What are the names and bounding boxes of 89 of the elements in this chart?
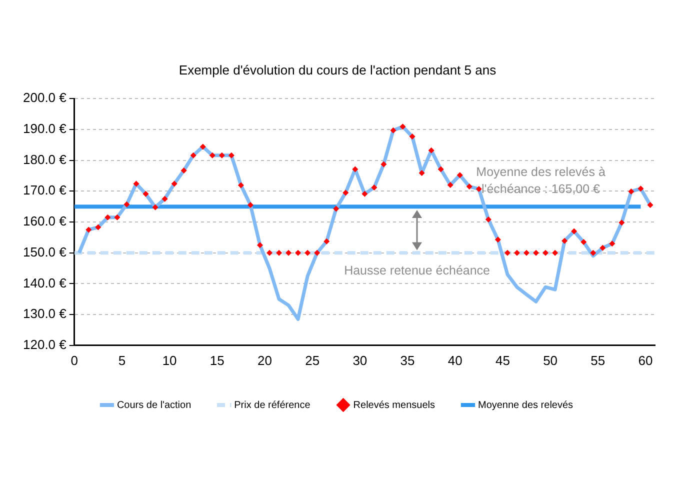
- point: [295, 250, 302, 256]
- y-tick-label: 190.0 €: [23, 121, 68, 136]
- y-tick-label: 150.0 €: [23, 244, 68, 260]
- x-tick-label: 15: [210, 352, 224, 368]
- y-tick-label: 120.0 €: [23, 336, 68, 352]
- x-tick-label: 10: [162, 352, 177, 368]
- point: [562, 238, 568, 244]
- legend-label: Moyenne des relevés: [478, 400, 574, 411]
- x-tick-label: 60: [638, 352, 653, 368]
- point: [152, 204, 158, 210]
- point: [142, 190, 149, 197]
- point: [571, 228, 578, 234]
- point: [352, 166, 358, 172]
- x-tick-label: 25: [305, 352, 320, 368]
- point: [133, 180, 140, 187]
- point: [600, 244, 606, 251]
- point: [190, 152, 196, 158]
- point: [647, 202, 654, 208]
- point: [342, 190, 349, 196]
- point: [218, 152, 225, 158]
- point: [371, 184, 378, 190]
- point: [256, 242, 263, 248]
- chart-title: Exemple d'évolution du cours de l'action pendant 5 ans: [178, 62, 497, 78]
- point: [114, 214, 120, 220]
- point: [524, 250, 530, 256]
- point: [276, 250, 282, 256]
- point: [380, 161, 387, 168]
- x-tick-label: 35: [400, 352, 415, 368]
- y-tick-label: 170.0 €: [23, 182, 68, 198]
- point: [409, 134, 416, 140]
- y-tick-label: 160.0 €: [23, 214, 68, 229]
- point: [228, 152, 234, 158]
- point: [124, 201, 130, 208]
- point: [209, 152, 216, 158]
- point: [104, 214, 111, 220]
- point: [390, 127, 396, 134]
- point: [456, 172, 463, 178]
- x-tick-label: 5: [118, 352, 126, 368]
- point: [590, 250, 596, 256]
- point: [438, 166, 444, 172]
- point: [542, 250, 549, 256]
- x-tick-label: 0: [70, 352, 78, 368]
- point: [485, 216, 492, 223]
- x-tick-label: 20: [258, 352, 272, 368]
- x-tick-label: 30: [352, 352, 368, 368]
- legend-label: Relevés mensuels: [353, 400, 435, 411]
- point: [86, 226, 92, 233]
- point: [447, 182, 454, 188]
- point: [95, 224, 102, 230]
- legend-label: Cours de l'action: [116, 400, 192, 411]
- point: [494, 236, 501, 243]
- annotation: Hausse retenue échéance: [344, 263, 490, 278]
- x-tick-label: 45: [495, 352, 510, 368]
- point: [180, 167, 187, 174]
- point: [162, 196, 168, 202]
- point: [171, 180, 178, 187]
- point: [580, 239, 587, 246]
- y-tick-label: 140.0 €: [23, 275, 68, 290]
- point: [333, 206, 340, 212]
- point: [466, 184, 472, 190]
- point: [247, 202, 254, 208]
- point: [266, 250, 272, 256]
- point: [638, 186, 644, 192]
- point: [324, 238, 330, 244]
- x-tick-label: 55: [590, 352, 606, 368]
- point: [514, 250, 520, 256]
- legend-label: Prix de référence: [234, 400, 311, 411]
- y-tick-label: 180.0 €: [23, 152, 68, 167]
- point: [476, 186, 482, 192]
- point: [552, 250, 558, 256]
- point: [618, 220, 625, 226]
- point: [286, 250, 292, 256]
- point: [504, 250, 510, 256]
- point: [362, 190, 368, 197]
- point: [238, 182, 244, 188]
- point: [314, 250, 320, 256]
- y-tick-label: 130.0 €: [23, 306, 68, 322]
- point: [428, 147, 434, 154]
- annotation: Moyenne des relevés à l'échéance : 165,00 €: [476, 165, 606, 196]
- point: [533, 250, 540, 256]
- point: [304, 250, 311, 256]
- x-tick-label: 40: [448, 352, 462, 368]
- point: [200, 144, 206, 150]
- point: [400, 124, 406, 130]
- y-tick-label: 200.0 €: [23, 90, 68, 106]
- point: [418, 170, 425, 176]
- point: [628, 188, 634, 194]
- x-tick-label: 50: [543, 352, 558, 368]
- point: [609, 240, 616, 247]
